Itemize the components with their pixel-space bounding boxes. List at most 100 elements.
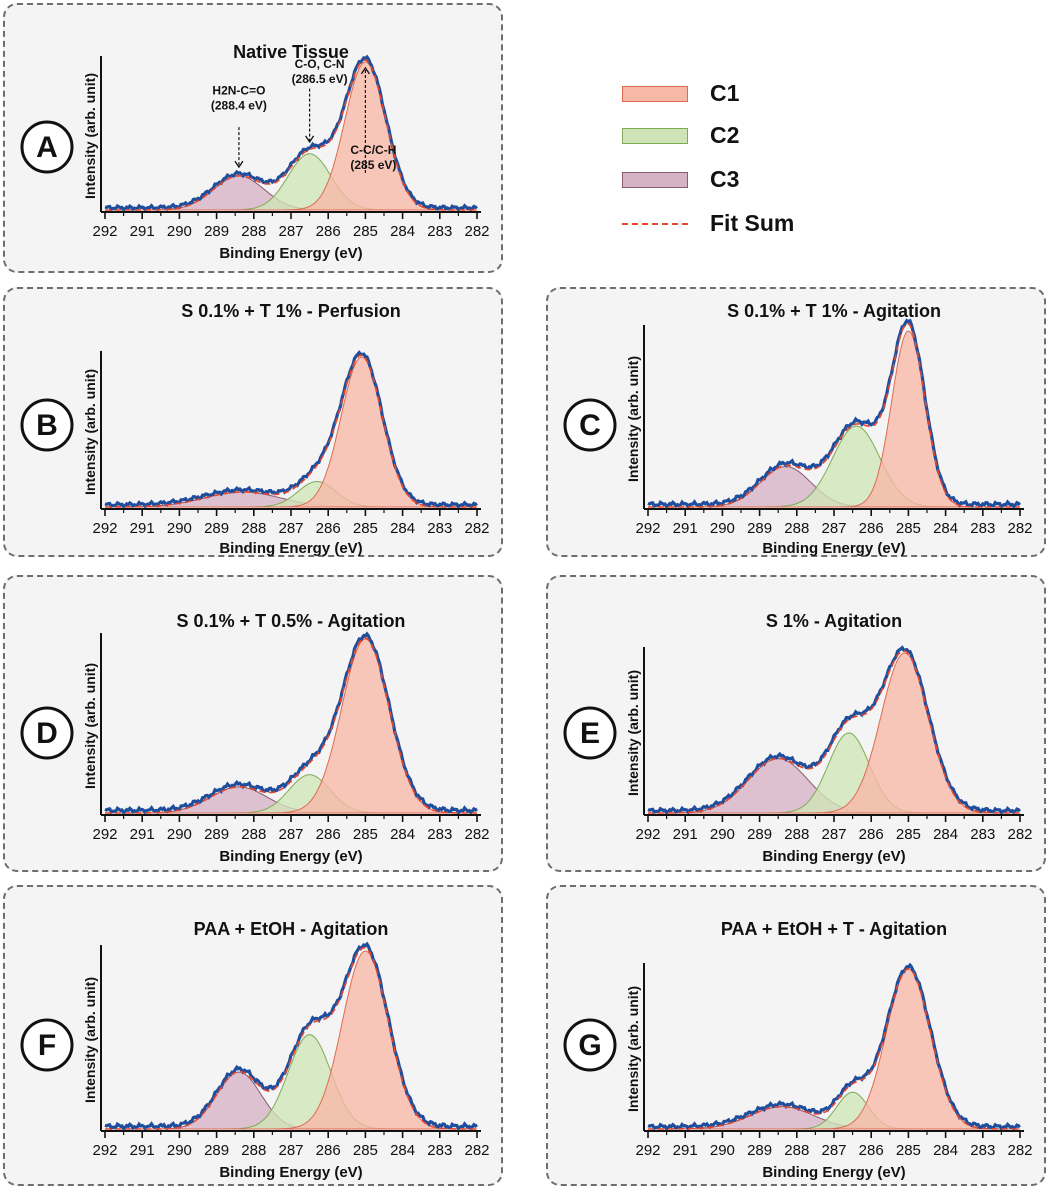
- fit-sum-line-E: [648, 650, 1020, 814]
- x-tick-label-G-291: 291: [673, 1142, 698, 1159]
- x-tick-label-F-290: 290: [167, 1142, 192, 1159]
- legend-item-c2: C2: [618, 122, 858, 148]
- x-tick-label-B-291: 291: [130, 520, 155, 537]
- x-tick-label-F-287: 287: [278, 1142, 303, 1159]
- chart-C: C S 0.1% + T 1% - Agitation Intensity (arb…: [563, 301, 1033, 557]
- x-axis-label-B: Binding Energy (eV): [219, 540, 362, 557]
- chart-title-F: PAA + EtOH - Agitation: [194, 919, 389, 939]
- x-tick-label-A-284: 284: [390, 223, 415, 240]
- chart-D: D S 0.1% + T 0.5% - Agitation Intensity (a…: [20, 611, 490, 865]
- panel-letter-circle-D: [20, 706, 74, 760]
- panel-E: E S 1% - Agitation Intensity (arb. unit) 29…: [546, 575, 1046, 872]
- x-axis-label-G: Binding Energy (eV): [762, 1164, 905, 1181]
- x-tick-label-F-284: 284: [390, 1142, 415, 1159]
- y-axis-label-C: Intensity (arb. unit): [625, 356, 641, 482]
- fit-sum-line-C: [648, 322, 1020, 508]
- x-tick-label-E-292: 292: [635, 826, 660, 843]
- x-tick-label-C-288: 288: [784, 520, 809, 537]
- x-tick-label-C-284: 284: [933, 520, 958, 537]
- panel-B: B S 0.1% + T 1% - Perfusion Intensity (arb…: [3, 287, 503, 557]
- x-tick-label-G-292: 292: [635, 1142, 660, 1159]
- panel-letter-A: A: [36, 131, 58, 164]
- x-tick-label-A-282: 282: [464, 223, 489, 240]
- x-tick-label-D-285: 285: [353, 826, 378, 843]
- panel-letter-circle-B: [20, 398, 74, 452]
- y-axis-label-A: Intensity (arb. unit): [82, 73, 98, 199]
- x-tick-label-D-292: 292: [92, 826, 117, 843]
- x-tick-label-F-285: 285: [353, 1142, 378, 1159]
- x-tick-label-E-291: 291: [673, 826, 698, 843]
- x-tick-label-C-286: 286: [859, 520, 884, 537]
- chart-title-G: PAA + EtOH + T - Agitation: [721, 919, 947, 939]
- x-tick-label-E-283: 283: [970, 826, 995, 843]
- x-tick-label-B-290: 290: [167, 520, 192, 537]
- x-tick-label-B-285: 285: [353, 520, 378, 537]
- y-axis-label-G: Intensity (arb. unit): [625, 986, 641, 1112]
- x-tick-label-A-285: 285: [353, 223, 378, 240]
- x-tick-label-B-287: 287: [278, 520, 303, 537]
- x-tick-label-A-291: 291: [130, 223, 155, 240]
- fit-sum-line-G: [648, 968, 1020, 1130]
- x-tick-label-F-289: 289: [204, 1142, 229, 1159]
- panel-A: A Native Tissue Intensity (arb. unit) 292 29…: [3, 3, 503, 273]
- envelope-line-D: [104, 631, 478, 816]
- panel-letter-circle-F: [20, 1018, 74, 1072]
- x-tick-label-E-288: 288: [784, 826, 809, 843]
- component-c2-C: [648, 425, 1020, 508]
- chart-title-C: S 0.1% + T 1% - Agitation: [727, 301, 941, 321]
- x-tick-label-C-282: 282: [1007, 520, 1032, 537]
- x-tick-label-G-286: 286: [859, 1142, 884, 1159]
- x-tick-label-E-286: 286: [859, 826, 884, 843]
- x-tick-label-A-292: 292: [92, 223, 117, 240]
- x-tick-label-B-288: 288: [241, 520, 266, 537]
- chart-F: F PAA + EtOH - Agitation Intensity (arb. u…: [20, 919, 490, 1181]
- x-tick-label-C-289: 289: [747, 520, 772, 537]
- panel-letter-circle-C: [563, 398, 617, 452]
- x-axis-label-D: Binding Energy (eV): [219, 848, 362, 865]
- x-tick-label-G-285: 285: [896, 1142, 921, 1159]
- legend: C1 C2 C3 Fit Sum: [618, 74, 858, 244]
- x-tick-label-D-287: 287: [278, 826, 303, 843]
- legend-label-c1: C1: [710, 80, 740, 106]
- x-tick-label-G-284: 284: [933, 1142, 958, 1159]
- panel-D: D S 0.1% + T 0.5% - Agitation Intensity (a…: [3, 575, 503, 872]
- panel-letter-F: F: [38, 1029, 56, 1062]
- legend-label-c3: C3: [710, 166, 740, 192]
- x-tick-label-B-286: 286: [316, 520, 341, 537]
- annotation-arrowhead-0: [360, 66, 370, 75]
- x-tick-label-E-284: 284: [933, 826, 958, 843]
- x-tick-label-C-290: 290: [710, 520, 735, 537]
- x-tick-label-F-283: 283: [427, 1142, 452, 1159]
- chart-G: G PAA + EtOH + T - Agitation Intensity (ar…: [563, 919, 1033, 1181]
- x-tick-label-E-287: 287: [821, 826, 846, 843]
- x-tick-label-C-287: 287: [821, 520, 846, 537]
- x-axis-label-A: Binding Energy (eV): [219, 245, 362, 262]
- panel-letter-E: E: [580, 717, 600, 750]
- x-tick-label-G-283: 283: [970, 1142, 995, 1159]
- x-tick-label-E-289: 289: [747, 826, 772, 843]
- x-tick-label-G-288: 288: [784, 1142, 809, 1159]
- x-tick-label-D-282: 282: [464, 826, 489, 843]
- x-tick-label-D-291: 291: [130, 826, 155, 843]
- annotation-value-0: (285 eV): [350, 158, 396, 172]
- panel-letter-C: C: [579, 409, 601, 442]
- fit-sum-line-F: [105, 946, 477, 1130]
- chart-B: B S 0.1% + T 1% - Perfusion Intensity (arb…: [20, 301, 490, 557]
- panel-letter-D: D: [36, 717, 58, 750]
- annotation-label-2: H2N-C=O: [212, 84, 265, 98]
- legend-label-c2: C2: [710, 122, 740, 148]
- x-tick-label-A-286: 286: [316, 223, 341, 240]
- legend-label-fit-sum: Fit Sum: [710, 210, 795, 236]
- chart-title-B: S 0.1% + T 1% - Perfusion: [181, 301, 401, 321]
- panel-G: G PAA + EtOH + T - Agitation Intensity (ar…: [546, 885, 1046, 1186]
- panel-C: C S 0.1% + T 1% - Agitation Intensity (arb…: [546, 287, 1046, 557]
- fit-sum-line-D: [105, 637, 477, 814]
- annotation-value-2: (288.4 eV): [211, 99, 267, 113]
- x-tick-label-E-290: 290: [710, 826, 735, 843]
- x-tick-label-G-287: 287: [821, 1142, 846, 1159]
- chart-E: E S 1% - Agitation Intensity (arb. unit) 29…: [563, 611, 1033, 865]
- x-axis-label-F: Binding Energy (eV): [219, 1164, 362, 1181]
- chart-title-D: S 0.1% + T 0.5% - Agitation: [177, 611, 406, 631]
- x-tick-label-B-283: 283: [427, 520, 452, 537]
- x-tick-label-C-285: 285: [896, 520, 921, 537]
